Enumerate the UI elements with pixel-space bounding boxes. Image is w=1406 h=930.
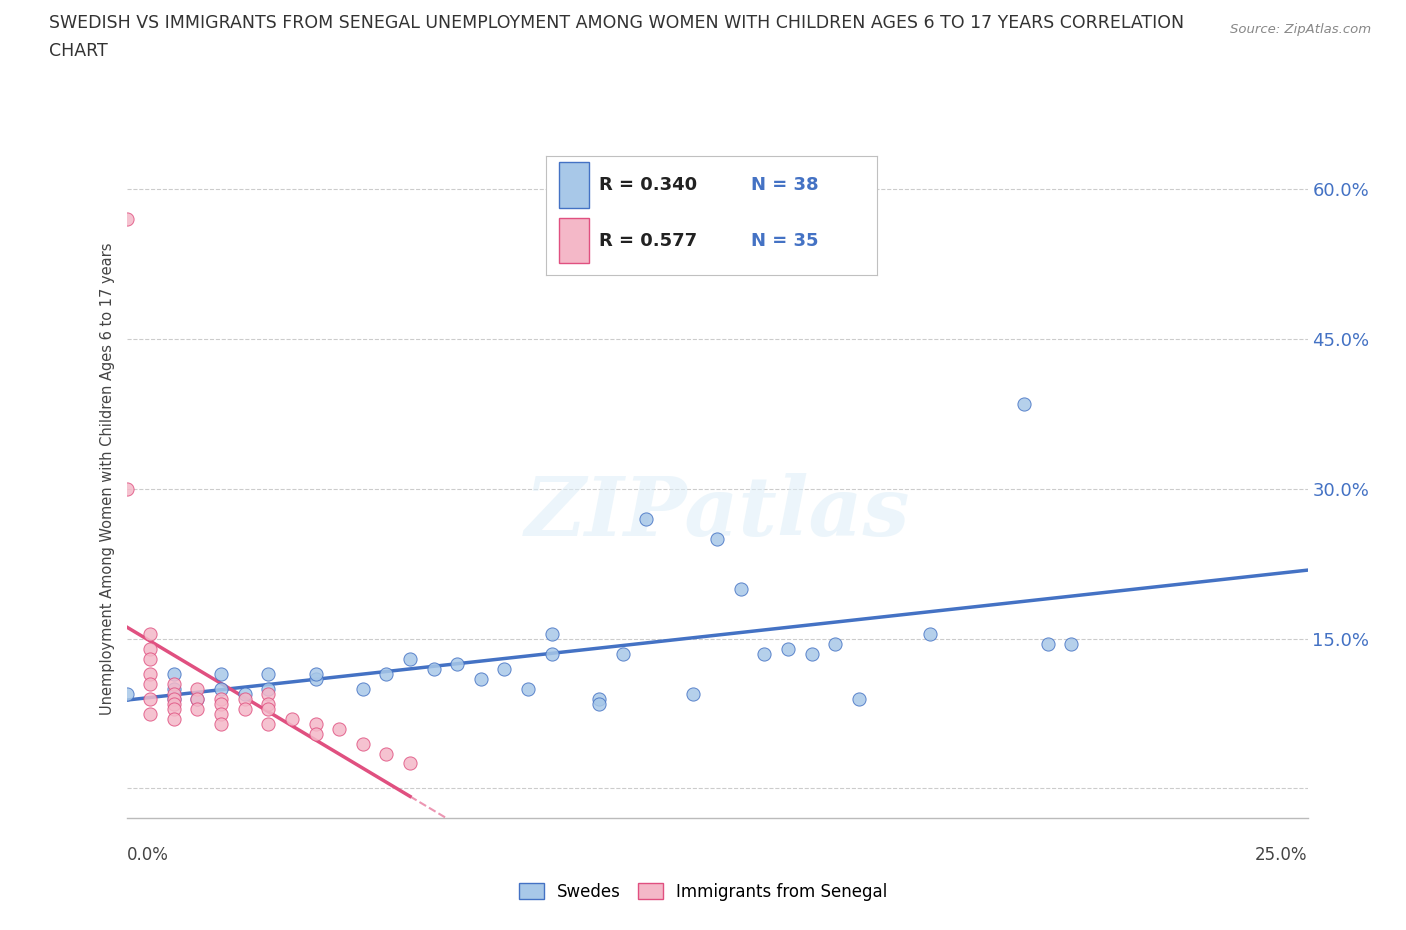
Point [540, 646, 562, 661]
Point [281, 711, 304, 726]
Point [257, 701, 280, 716]
Point [470, 671, 492, 686]
Point [163, 701, 186, 716]
Point [163, 711, 186, 726]
Text: CHART: CHART [49, 42, 108, 60]
Point [115, 212, 138, 227]
Point [115, 482, 138, 497]
Point [304, 666, 326, 681]
Point [257, 686, 280, 701]
Point [1012, 396, 1035, 411]
Point [209, 697, 232, 711]
Point [848, 691, 870, 706]
Point [422, 661, 444, 676]
Point [163, 691, 186, 706]
Point [186, 701, 208, 716]
Point [139, 642, 162, 657]
Text: 0.0%: 0.0% [127, 846, 169, 864]
Point [163, 666, 186, 681]
Point [754, 646, 776, 661]
Point [706, 531, 728, 546]
Point [588, 697, 610, 711]
Text: Source: ZipAtlas.com: Source: ZipAtlas.com [1230, 23, 1371, 36]
Point [233, 686, 256, 701]
Point [257, 666, 280, 681]
Point [328, 721, 350, 736]
Point [139, 626, 162, 641]
Point [163, 676, 186, 691]
Point [139, 706, 162, 721]
Point [636, 512, 658, 526]
Text: 25.0%: 25.0% [1256, 846, 1308, 864]
Point [257, 697, 280, 711]
Point [824, 636, 846, 651]
Point [139, 666, 162, 681]
Point [918, 626, 941, 641]
Point [304, 726, 326, 741]
Point [494, 661, 516, 676]
Point [399, 756, 422, 771]
Point [257, 716, 280, 731]
Point [233, 701, 256, 716]
Point [115, 686, 138, 701]
Point [446, 657, 468, 671]
Point [776, 642, 799, 657]
Point [209, 666, 232, 681]
Point [233, 691, 256, 706]
Legend: Swedes, Immigrants from Senegal: Swedes, Immigrants from Senegal [512, 876, 894, 908]
Point [304, 671, 326, 686]
Y-axis label: Unemployment Among Women with Children Ages 6 to 17 years: Unemployment Among Women with Children A… [100, 243, 115, 715]
Text: ZIPatlas: ZIPatlas [524, 472, 910, 553]
Point [163, 697, 186, 711]
Point [163, 686, 186, 701]
Point [139, 691, 162, 706]
Point [1036, 636, 1059, 651]
Point [800, 646, 823, 661]
Point [612, 646, 634, 661]
Point [163, 691, 186, 706]
Point [163, 681, 186, 696]
Point [375, 666, 398, 681]
Point [304, 716, 326, 731]
Point [352, 736, 374, 751]
Point [399, 651, 422, 666]
Point [186, 691, 208, 706]
Point [588, 691, 610, 706]
Point [540, 626, 562, 641]
Point [730, 581, 752, 596]
Point [209, 681, 232, 696]
Point [139, 676, 162, 691]
Point [186, 681, 208, 696]
Point [1060, 636, 1083, 651]
Text: SWEDISH VS IMMIGRANTS FROM SENEGAL UNEMPLOYMENT AMONG WOMEN WITH CHILDREN AGES 6: SWEDISH VS IMMIGRANTS FROM SENEGAL UNEMP… [49, 14, 1184, 32]
Point [682, 686, 704, 701]
Point [186, 691, 208, 706]
Point [375, 746, 398, 761]
Point [352, 681, 374, 696]
Point [209, 691, 232, 706]
Point [209, 706, 232, 721]
Point [517, 681, 540, 696]
Point [139, 651, 162, 666]
Point [257, 681, 280, 696]
Point [209, 716, 232, 731]
